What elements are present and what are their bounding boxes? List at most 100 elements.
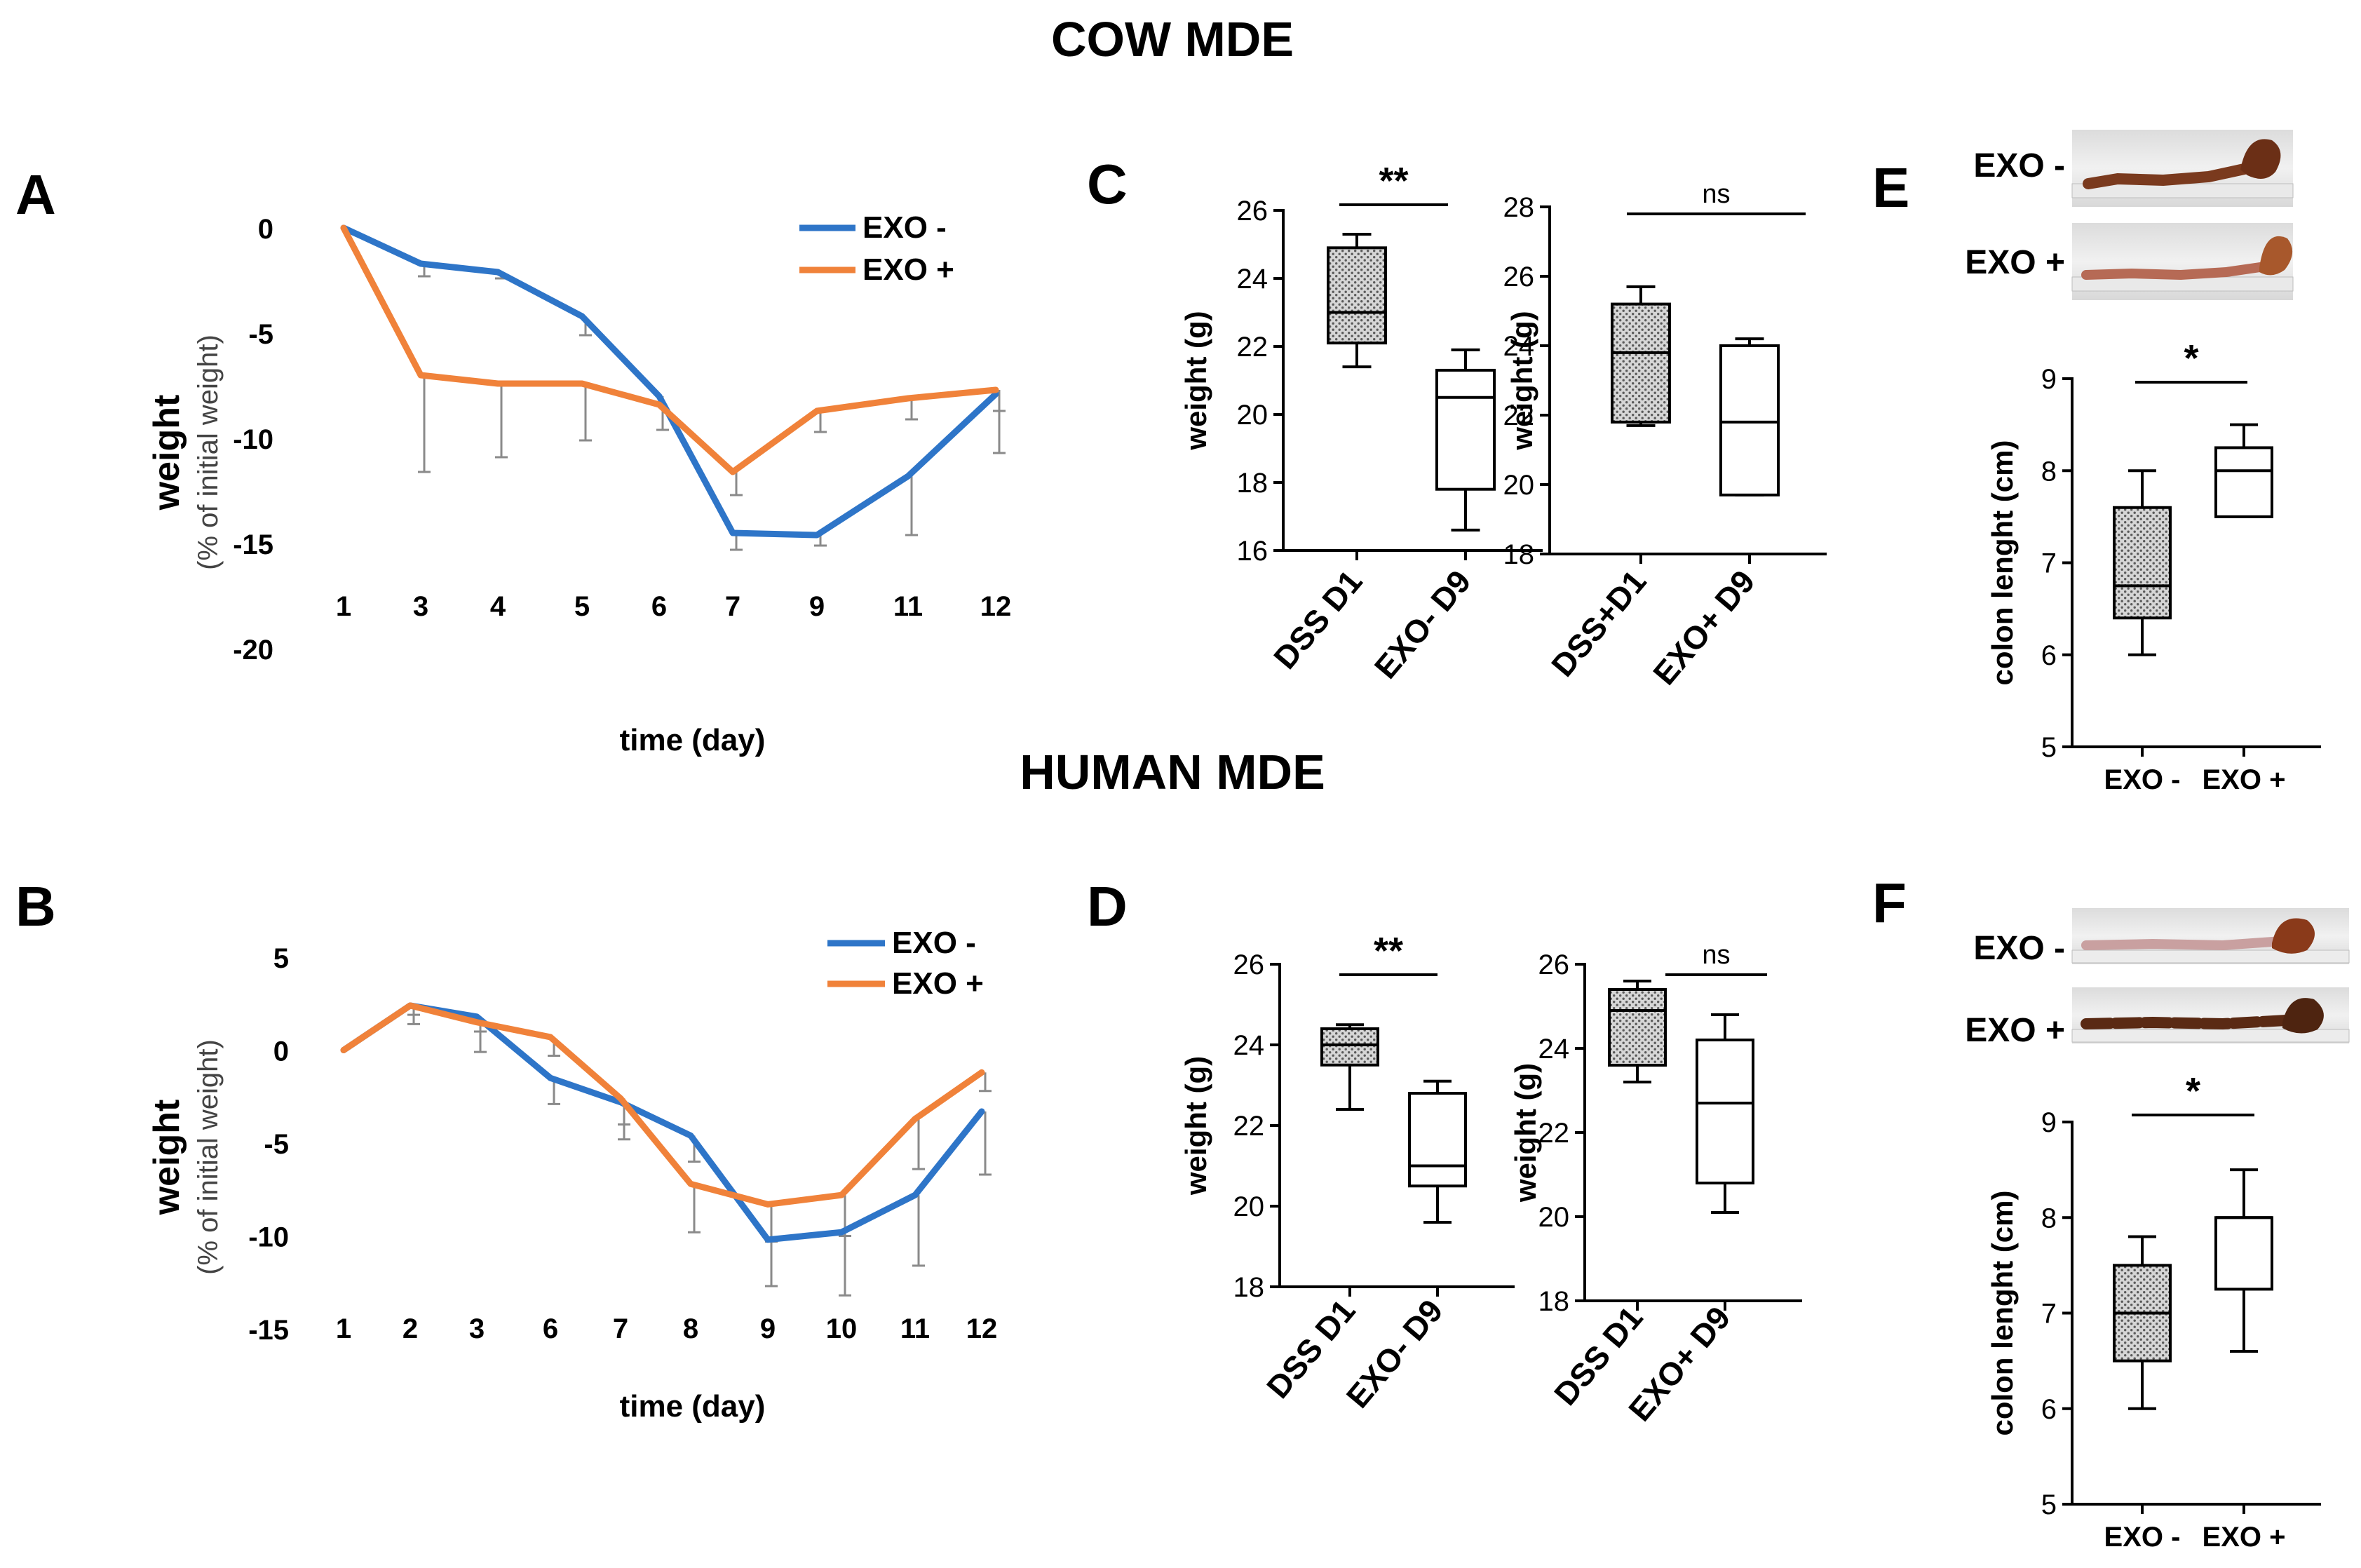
photo-f-exo-plus-label: EXO + <box>1965 1012 2065 1049</box>
y-tick-label: 0 <box>273 1036 289 1067</box>
y-axis-title: weight (g) <box>1509 1063 1542 1203</box>
box-plot-e-colon-length: 5 6 7 8 9 colon lenght (cm) EXO - EXO + * <box>1986 337 2321 795</box>
photo-e-exo-minus-label: EXO - <box>1973 147 2065 184</box>
colon-photo-f-exo-plus <box>2071 987 2350 1043</box>
colon-photo-e-exo-plus <box>2071 223 2294 300</box>
y-tick-label: 22 <box>1233 1111 1265 1142</box>
legend-label: EXO + <box>892 966 984 1001</box>
x-tick-label: 2 <box>402 1313 418 1344</box>
x-tick-label: 11 <box>900 1313 930 1344</box>
x-tick-label: 1 <box>336 591 351 622</box>
cow-mde-heading: COW MDE <box>1051 12 1294 67</box>
y-tick-label: -15 <box>248 1315 289 1346</box>
y-tick-label: 7 <box>2041 548 2057 579</box>
x-tick-label: EXO + <box>2203 1522 2286 1553</box>
y-tick-label: 0 <box>258 214 273 245</box>
x-tick-label: 3 <box>413 591 428 622</box>
y-tick-label: 18 <box>1237 468 1269 499</box>
y-tick-label: 7 <box>2041 1299 2057 1330</box>
box <box>1608 988 1667 1067</box>
x-tick-label: EXO- D9 <box>1367 563 1478 685</box>
y-tick-label: 22 <box>1237 332 1269 363</box>
y-axis-title: colon lenght (cm) <box>1986 1191 2019 1436</box>
box-plot-f-colon-length: 5 6 7 8 9 colon lenght (cm) EXO - EXO + * <box>1986 1070 2321 1553</box>
panel-label-e: E <box>1872 156 1909 219</box>
panel-label-a: A <box>15 163 56 226</box>
box <box>1320 1027 1379 1067</box>
x-tick-label: 10 <box>826 1313 858 1344</box>
y-tick-label: 20 <box>1233 1191 1265 1222</box>
y-tick-label: 6 <box>2041 640 2057 671</box>
y-axis-title: weight (g) <box>1506 311 1538 450</box>
significance-label: ns <box>1702 940 1730 970</box>
series-line-exo-minus <box>340 224 999 539</box>
y-tick-label: 26 <box>1503 262 1535 292</box>
colon-photo-e-exo-minus <box>2071 130 2294 207</box>
y-tick-label: 6 <box>2041 1394 2057 1425</box>
x-tick-label: 7 <box>613 1313 628 1344</box>
x-tick-label: EXO - <box>2104 1522 2181 1553</box>
y-axis-title: weight (g) <box>1179 1056 1212 1196</box>
x-tick-label: 9 <box>760 1313 776 1344</box>
panel-label-d: D <box>1087 875 1128 938</box>
x-tick-label: EXO+ D9 <box>1646 563 1762 691</box>
box <box>2214 1216 2273 1291</box>
significance-label: ** <box>1374 930 1403 972</box>
y-axis-subtitle: (% of initial weight) <box>193 1039 224 1275</box>
x-tick-label: DSS+D1 <box>1544 563 1653 684</box>
x-tick-label: 1 <box>336 1313 351 1344</box>
x-tick-label: 7 <box>725 591 740 622</box>
y-axis-title: weight <box>147 1100 187 1216</box>
x-tick-label: EXO + <box>2203 764 2286 795</box>
y-tick-label: 8 <box>2041 1203 2057 1234</box>
box <box>1719 344 1780 496</box>
box <box>2113 506 2172 620</box>
x-tick-label: 9 <box>809 591 825 622</box>
y-tick-label: -10 <box>248 1222 289 1253</box>
y-tick-label: -15 <box>233 529 273 560</box>
box <box>1435 368 1496 491</box>
x-axis-title: time (day) <box>620 723 766 757</box>
y-axis-title: weight (g) <box>1179 311 1212 450</box>
panel-label-c: C <box>1087 153 1128 215</box>
panel-label-b: B <box>15 875 56 938</box>
x-tick-label: 5 <box>574 591 590 622</box>
photo-f-exo-minus-label: EXO - <box>1973 930 2065 967</box>
photo-e-exo-plus-label: EXO + <box>1965 244 2065 281</box>
legend-label: EXO + <box>862 252 954 287</box>
panel-label-f: F <box>1872 872 1907 934</box>
series-line-exo-plus <box>340 1002 985 1208</box>
x-tick-label: 12 <box>966 1313 998 1344</box>
y-tick-label: 18 <box>1503 539 1535 570</box>
y-tick-label: -5 <box>264 1129 289 1160</box>
y-tick-label: 5 <box>2041 732 2057 763</box>
legend-label: EXO - <box>892 926 976 960</box>
series-line-exo-minus <box>340 1002 985 1243</box>
y-tick-label: -5 <box>248 319 273 350</box>
human-mde-heading: HUMAN MDE <box>1020 745 1325 799</box>
x-axis-title: time (day) <box>620 1389 766 1424</box>
y-tick-label: -20 <box>233 635 273 665</box>
box <box>1327 246 1387 345</box>
box <box>1696 1039 1754 1184</box>
y-tick-label: 24 <box>1233 1030 1265 1061</box>
y-tick-label: 26 <box>1237 196 1269 227</box>
x-tick-label: 11 <box>893 591 923 622</box>
y-tick-label: 24 <box>1538 1034 1570 1065</box>
y-tick-label: 22 <box>1538 1118 1570 1149</box>
y-tick-label: 5 <box>273 943 289 974</box>
box <box>2214 446 2273 518</box>
y-tick-label: 26 <box>1538 949 1570 980</box>
legend-label: EXO - <box>862 210 947 245</box>
significance-label: * <box>2184 337 2198 379</box>
y-tick-label: 9 <box>2041 364 2057 395</box>
series-line-exo-plus <box>340 224 999 475</box>
y-axis-subtitle: (% of initial weight) <box>193 334 224 570</box>
y-tick-label: 26 <box>1233 949 1265 980</box>
significance-label: * <box>2186 1070 2200 1112</box>
